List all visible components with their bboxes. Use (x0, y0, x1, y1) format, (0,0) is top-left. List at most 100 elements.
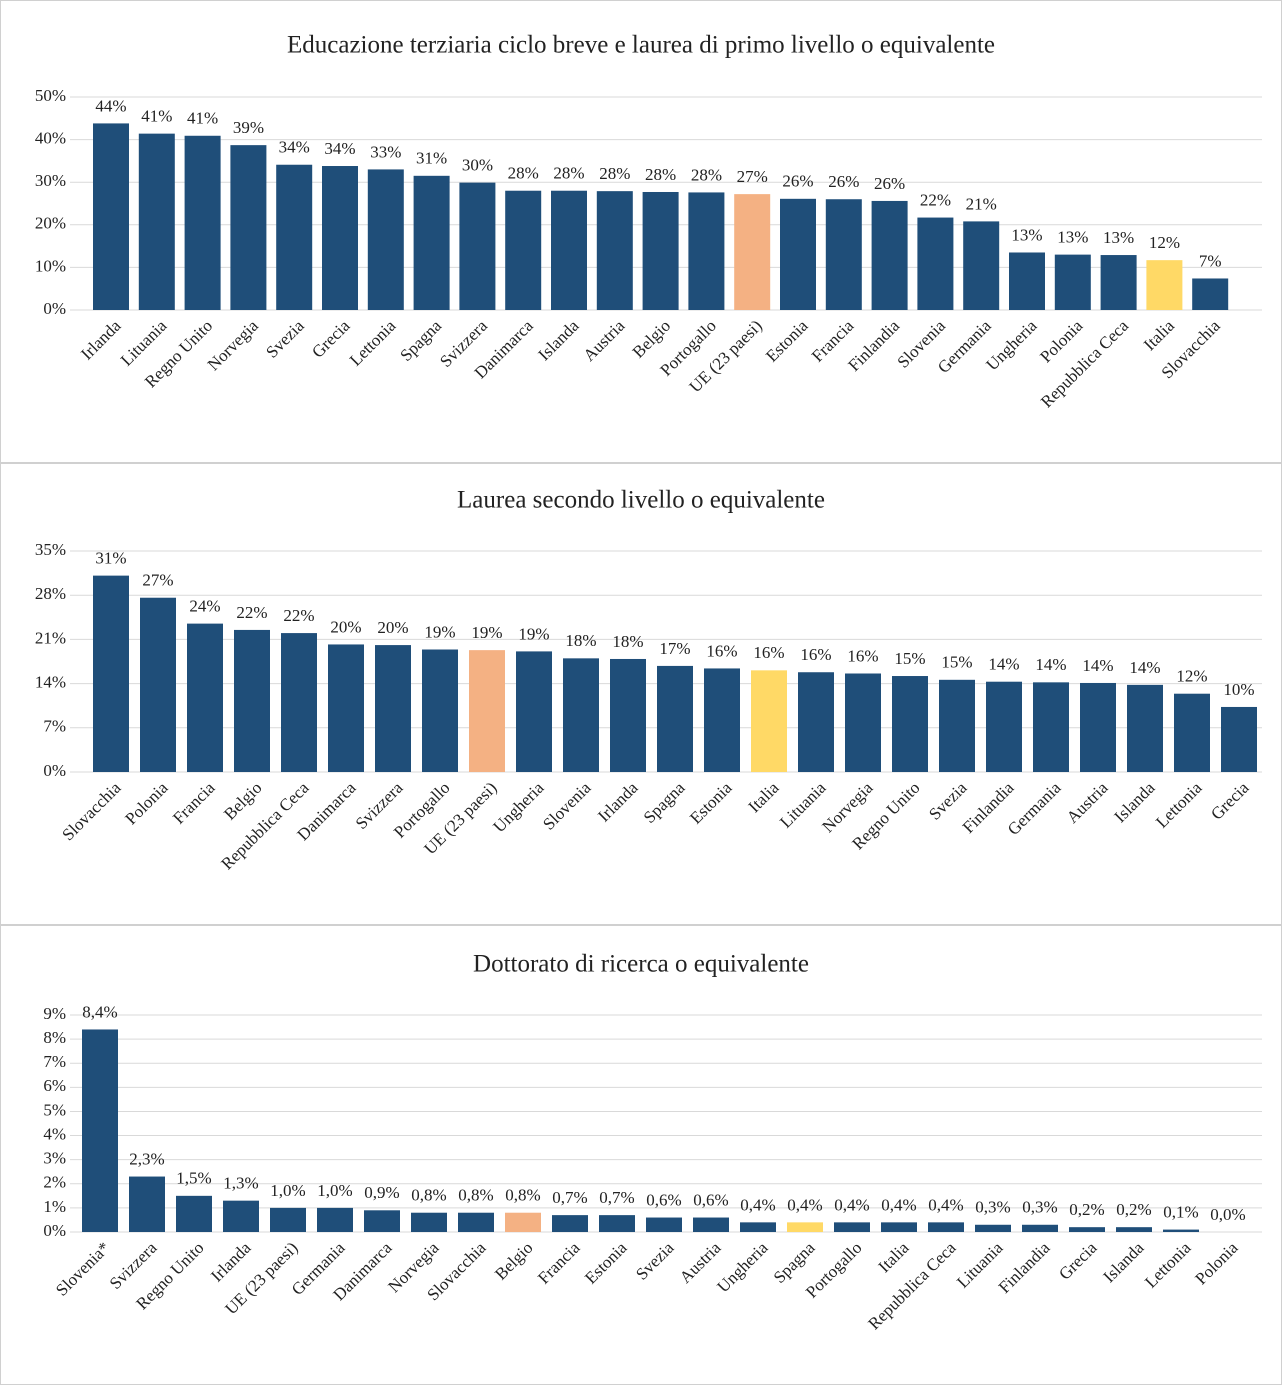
y-tick-label: 30% (35, 171, 66, 190)
bar (364, 1210, 400, 1232)
data-label: 13% (1103, 228, 1134, 247)
bar (140, 597, 176, 772)
x-tick-label: Svezia (262, 316, 308, 362)
y-tick-label: 9% (43, 1004, 66, 1023)
bar (187, 623, 223, 772)
data-label: 30% (462, 156, 493, 175)
x-tick-label: Polonia (121, 778, 171, 828)
data-label: 14% (988, 655, 1019, 674)
y-tick-label: 3% (43, 1149, 66, 1168)
x-tick-label: Ungheria (713, 1238, 771, 1296)
data-label: 0,1% (1163, 1202, 1198, 1221)
bar (516, 651, 552, 772)
bar (1009, 252, 1045, 310)
bar (1033, 682, 1069, 772)
x-tick-label: Repubblica Ceca (864, 1238, 960, 1334)
x-tick-label: Estonia (581, 1238, 631, 1288)
data-label: 34% (324, 139, 355, 158)
bar (234, 629, 270, 772)
data-label: 14% (1082, 656, 1113, 675)
y-tick-label: 4% (43, 1124, 66, 1143)
y-tick-label: 2% (43, 1173, 66, 1192)
data-label: 39% (233, 118, 264, 137)
data-label: 0,8% (411, 1186, 446, 1205)
bar (1221, 706, 1257, 772)
bar (223, 1200, 259, 1232)
data-label: 0,8% (458, 1186, 493, 1205)
bar (751, 670, 787, 772)
y-tick-label: 7% (43, 717, 66, 736)
bar (551, 190, 587, 310)
bar (129, 1176, 165, 1232)
data-label: 18% (612, 632, 643, 651)
bar (138, 133, 175, 310)
data-label: 44% (95, 96, 126, 115)
x-tick-label: Lettonia (1141, 1238, 1195, 1292)
data-label: 0,2% (1116, 1200, 1151, 1219)
x-tick-label: Spagna (640, 778, 689, 827)
data-label: 0,7% (599, 1188, 634, 1207)
data-label: 20% (330, 617, 361, 636)
data-label: 0,4% (881, 1195, 916, 1214)
data-label: 0,4% (740, 1195, 775, 1214)
data-label: 0,4% (928, 1195, 963, 1214)
bar (740, 1222, 776, 1232)
bar (845, 673, 881, 772)
x-tick-label: Italia (744, 778, 782, 816)
bar (1116, 1227, 1152, 1232)
y-tick-label: 35% (35, 540, 66, 559)
bar (596, 191, 633, 310)
x-tick-label: Italia (874, 1238, 912, 1276)
data-label: 0,6% (693, 1190, 728, 1209)
x-tick-label: Finlandia (995, 1238, 1054, 1297)
y-tick-label: 28% (35, 584, 66, 603)
chart-title: Laurea secondo livello o equivalente (457, 487, 825, 514)
bar (469, 650, 505, 772)
x-tick-label: Grecia (1055, 1238, 1101, 1284)
x-tick-label: Islanda (534, 316, 582, 364)
x-tick-label: Lettonia (346, 316, 400, 370)
data-label: 0,4% (834, 1195, 869, 1214)
data-label: 28% (691, 165, 722, 184)
x-tick-label: Slovenia* (52, 1238, 114, 1300)
data-label: 2,3% (129, 1149, 164, 1168)
data-label: 28% (553, 164, 584, 183)
bar (734, 194, 771, 310)
y-tick-label: 21% (35, 628, 66, 647)
x-tick-label: Polonia (1191, 1238, 1241, 1288)
data-label: 28% (599, 164, 630, 183)
bar (928, 1222, 964, 1232)
data-label: 19% (471, 623, 502, 642)
data-label: 19% (424, 622, 455, 641)
data-label: 15% (941, 653, 972, 672)
data-label: 0,6% (646, 1190, 681, 1209)
bar (82, 1029, 118, 1232)
data-label: 0,3% (1022, 1198, 1057, 1217)
bar (367, 169, 404, 310)
data-label: 1,3% (223, 1174, 258, 1193)
data-label: 10% (1223, 680, 1254, 699)
data-label: 1,0% (270, 1181, 305, 1200)
bar (688, 192, 725, 310)
bar (986, 681, 1022, 772)
bar (375, 645, 411, 772)
bar (93, 123, 129, 310)
bar (834, 1222, 870, 1232)
y-tick-label: 20% (35, 214, 66, 233)
bar (505, 1212, 541, 1232)
bar (1054, 254, 1091, 310)
y-tick-label: 8% (43, 1028, 66, 1047)
data-label: 19% (518, 624, 549, 643)
bar (552, 1215, 588, 1232)
data-label: 28% (645, 165, 676, 184)
data-label: 21% (966, 194, 997, 213)
bar (413, 175, 450, 310)
bar (1100, 255, 1137, 310)
bar (270, 1207, 306, 1232)
data-label: 14% (1129, 658, 1160, 677)
y-tick-label: 50% (35, 86, 66, 105)
data-label: 0,4% (787, 1195, 822, 1214)
data-label: 1,0% (317, 1181, 352, 1200)
y-tick-label: 5% (43, 1100, 66, 1119)
